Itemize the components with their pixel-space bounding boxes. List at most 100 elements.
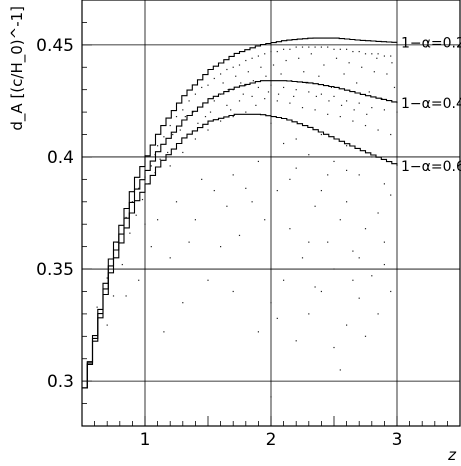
scatter-point-151	[358, 174, 360, 176]
scatter-point-215	[106, 324, 108, 326]
scatter-point-46	[308, 46, 310, 48]
labels: 1 2 3 0.3 0.35 0.4 0.45 1−α=0.2 1−α=0.4 1−α=0.6	[36, 36, 461, 450]
scatter-point-145	[320, 133, 322, 136]
scatter-point-33	[226, 68, 228, 71]
scatter-point-45	[301, 46, 304, 48]
scatter-point-194	[194, 219, 196, 221]
scatter-point-172	[371, 275, 373, 277]
scatter-point-159	[276, 189, 278, 192]
scatter-point-210	[308, 241, 310, 243]
y-axis-title: d_A [(c/H_0)^-1]	[8, 6, 27, 131]
scatter-point-51	[339, 48, 341, 50]
scatter-point-49	[327, 46, 329, 48]
scatter-point-28	[232, 115, 234, 118]
scatter-point-11	[135, 214, 137, 216]
scatter-point-68	[320, 93, 322, 95]
scatter-point-180	[308, 313, 310, 315]
scatter-point-107	[330, 86, 333, 89]
scatter-point-153	[295, 167, 297, 169]
scatter-point-109	[343, 73, 345, 75]
scatter-point-212	[270, 396, 272, 398]
scatter-point-97	[267, 91, 270, 93]
scatter-point-96	[260, 66, 262, 68]
scatter-point-119	[376, 57, 378, 59]
scatter-point-104	[310, 53, 312, 55]
scatter-point-95	[255, 104, 257, 106]
scatter-point-213	[358, 257, 360, 259]
x-axis-title: z	[447, 446, 457, 464]
scatter-point-165	[289, 228, 291, 230]
scatter-point-169	[251, 201, 253, 203]
scatter-point-168	[383, 241, 385, 243]
scatter-point-155	[257, 160, 259, 163]
scatter-point-22	[201, 86, 203, 89]
scatter-point-88	[390, 133, 392, 136]
scatter-point-39	[264, 53, 266, 55]
scatter-point-76	[238, 100, 241, 102]
scatter-point-64	[270, 84, 272, 86]
scatter-point-71	[358, 102, 360, 104]
x-tick-label-0: 1	[140, 430, 151, 450]
scatter-point-21	[194, 93, 196, 95]
x-tick-label-2: 3	[392, 430, 403, 450]
scatter-point-25	[194, 138, 196, 140]
scatter-point-43	[289, 48, 291, 50]
scatter-point-147	[371, 156, 373, 158]
scatter-point-202	[289, 178, 291, 180]
scatter-point-190	[276, 317, 278, 319]
scatter-point-103	[305, 82, 307, 84]
scatter-point-164	[264, 219, 266, 221]
scatter-point-197	[213, 189, 215, 192]
scatter-point-152	[383, 183, 385, 185]
scatter-point-124	[315, 95, 317, 98]
scatter-point-100	[285, 59, 287, 62]
curves	[82, 37, 398, 389]
scatter-point-137	[184, 115, 186, 118]
scatter-point-185	[295, 340, 297, 342]
scatter-point-138	[179, 129, 181, 131]
scatter-point-37	[251, 57, 253, 59]
scatter-point-65	[283, 86, 285, 89]
scatter-point-203	[188, 241, 190, 243]
scatter-point-31	[213, 77, 215, 80]
scatter-point-29	[245, 111, 247, 113]
scatter-point-90	[222, 82, 224, 84]
scatter-point-81	[301, 107, 304, 109]
scatter-point-26	[207, 129, 209, 131]
scatter-point-17	[169, 124, 171, 127]
scatter-point-189	[232, 290, 234, 293]
scatter-point-23	[169, 165, 171, 167]
y-tick-label-1: 0.35	[36, 260, 74, 280]
y-tick-label-3: 0.45	[36, 36, 74, 56]
scatter-point-181	[346, 324, 348, 326]
scatter-point-167	[352, 250, 354, 252]
scatter-point-115	[381, 98, 383, 100]
scatter-point-130	[240, 82, 242, 84]
scatter-point-48	[320, 46, 322, 48]
scatter-point-40	[270, 50, 272, 53]
x-tick-label-1: 2	[266, 430, 277, 450]
scatter-point-146	[346, 145, 348, 147]
scatter-point-141	[159, 158, 161, 160]
scatter-point-187	[364, 335, 367, 337]
scatter-point-177	[390, 290, 392, 293]
scatter-point-44	[295, 46, 297, 48]
scatter-point-135	[197, 122, 199, 124]
scatter-point-186	[333, 346, 335, 349]
scatter-point-4	[131, 201, 133, 203]
curve-0	[82, 37, 398, 389]
scatter-point-171	[333, 268, 335, 270]
y-tick-label-0: 0.3	[47, 372, 74, 392]
scatter-point-70	[346, 100, 348, 102]
scatter-point-182	[377, 313, 379, 315]
scatter-point-92	[235, 75, 237, 77]
scatter-point-134	[204, 115, 207, 118]
scatter-point-9	[121, 263, 123, 266]
scatter-point-198	[226, 205, 228, 207]
scatter-point-125	[303, 71, 305, 73]
scatter-point-205	[157, 219, 159, 221]
scatter-point-94	[247, 71, 249, 73]
scatter-point-80	[289, 102, 291, 104]
scatter-point-83	[327, 113, 329, 115]
scatter-point-85	[352, 120, 354, 122]
